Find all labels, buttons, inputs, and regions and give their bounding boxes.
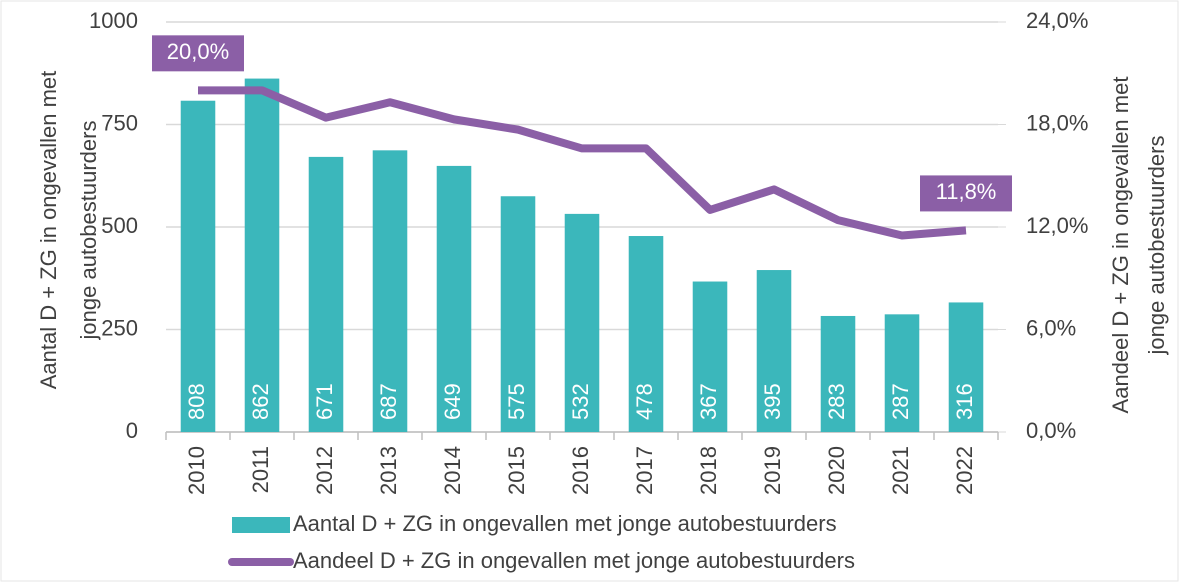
bar — [181, 101, 216, 432]
y2-tick-label: 0,0% — [1026, 418, 1076, 443]
x-tick-label: 2012 — [312, 446, 337, 495]
x-tick-label: 2019 — [760, 446, 785, 495]
bar-value-label: 283 — [824, 383, 849, 420]
y-tick-label: 500 — [101, 213, 138, 238]
value-label: 20,0% — [167, 39, 229, 64]
bar-value-label: 808 — [184, 383, 209, 420]
bar-value-label: 532 — [568, 383, 593, 420]
y-tick-label: 250 — [101, 315, 138, 340]
x-tick-label: 2016 — [568, 446, 593, 495]
y2-tick-label: 12,0% — [1026, 213, 1088, 238]
legend-swatch — [232, 517, 290, 533]
bar-value-label: 687 — [376, 383, 401, 420]
y2-axis-title: Aandeel D + ZG in ongevallen met — [1108, 77, 1133, 414]
y-axis-title: Aantal D + ZG in ongevallen met — [36, 71, 61, 390]
bar-value-label: 395 — [760, 383, 785, 420]
x-tick-label: 2013 — [376, 446, 401, 495]
bar-value-label: 862 — [248, 383, 273, 420]
x-tick-label: 2014 — [440, 446, 465, 495]
chart: 0 250 500 750 1000 0,0% 6,0% 12,0% 18,0% 24,0% Aan… — [0, 0, 1180, 583]
x-tick-label: 2018 — [696, 446, 721, 495]
bar-value-label: 478 — [632, 383, 657, 420]
bar-value-label: 649 — [440, 383, 465, 420]
y2-tick-label: 18,0% — [1026, 110, 1088, 135]
bar-value-label: 575 — [504, 383, 529, 420]
legend-label: Aandeel D + ZG in ongevallen met jonge a… — [293, 548, 855, 573]
y2-axis-title: jonge autobestuurders — [1144, 136, 1169, 356]
bar — [245, 79, 280, 432]
bar-value-label: 287 — [888, 383, 913, 420]
y-tick-label: 750 — [101, 110, 138, 135]
x-tick-label: 2020 — [824, 446, 849, 495]
bar-value-label: 671 — [312, 383, 337, 420]
x-tick-label: 2015 — [504, 446, 529, 495]
x-tick-label: 2010 — [184, 446, 209, 495]
x-tick-label: 2017 — [632, 446, 657, 495]
x-tick-label: 2011 — [248, 446, 273, 493]
bar-value-label: 316 — [952, 383, 977, 420]
value-label: 11,8% — [936, 179, 997, 204]
y2-tick-label: 24,0% — [1026, 8, 1088, 33]
x-tick-label: 2021 — [888, 446, 913, 495]
x-tick-label: 2022 — [952, 446, 977, 495]
bar-value-label: 367 — [696, 383, 721, 420]
y-axis-title: jonge autobestuurders — [76, 121, 101, 341]
y2-tick-label: 6,0% — [1026, 315, 1076, 340]
y-tick-label: 1000 — [89, 8, 138, 33]
legend-label: Aantal D + ZG in ongevallen met jonge au… — [293, 511, 837, 536]
y-tick-label: 0 — [126, 418, 138, 443]
